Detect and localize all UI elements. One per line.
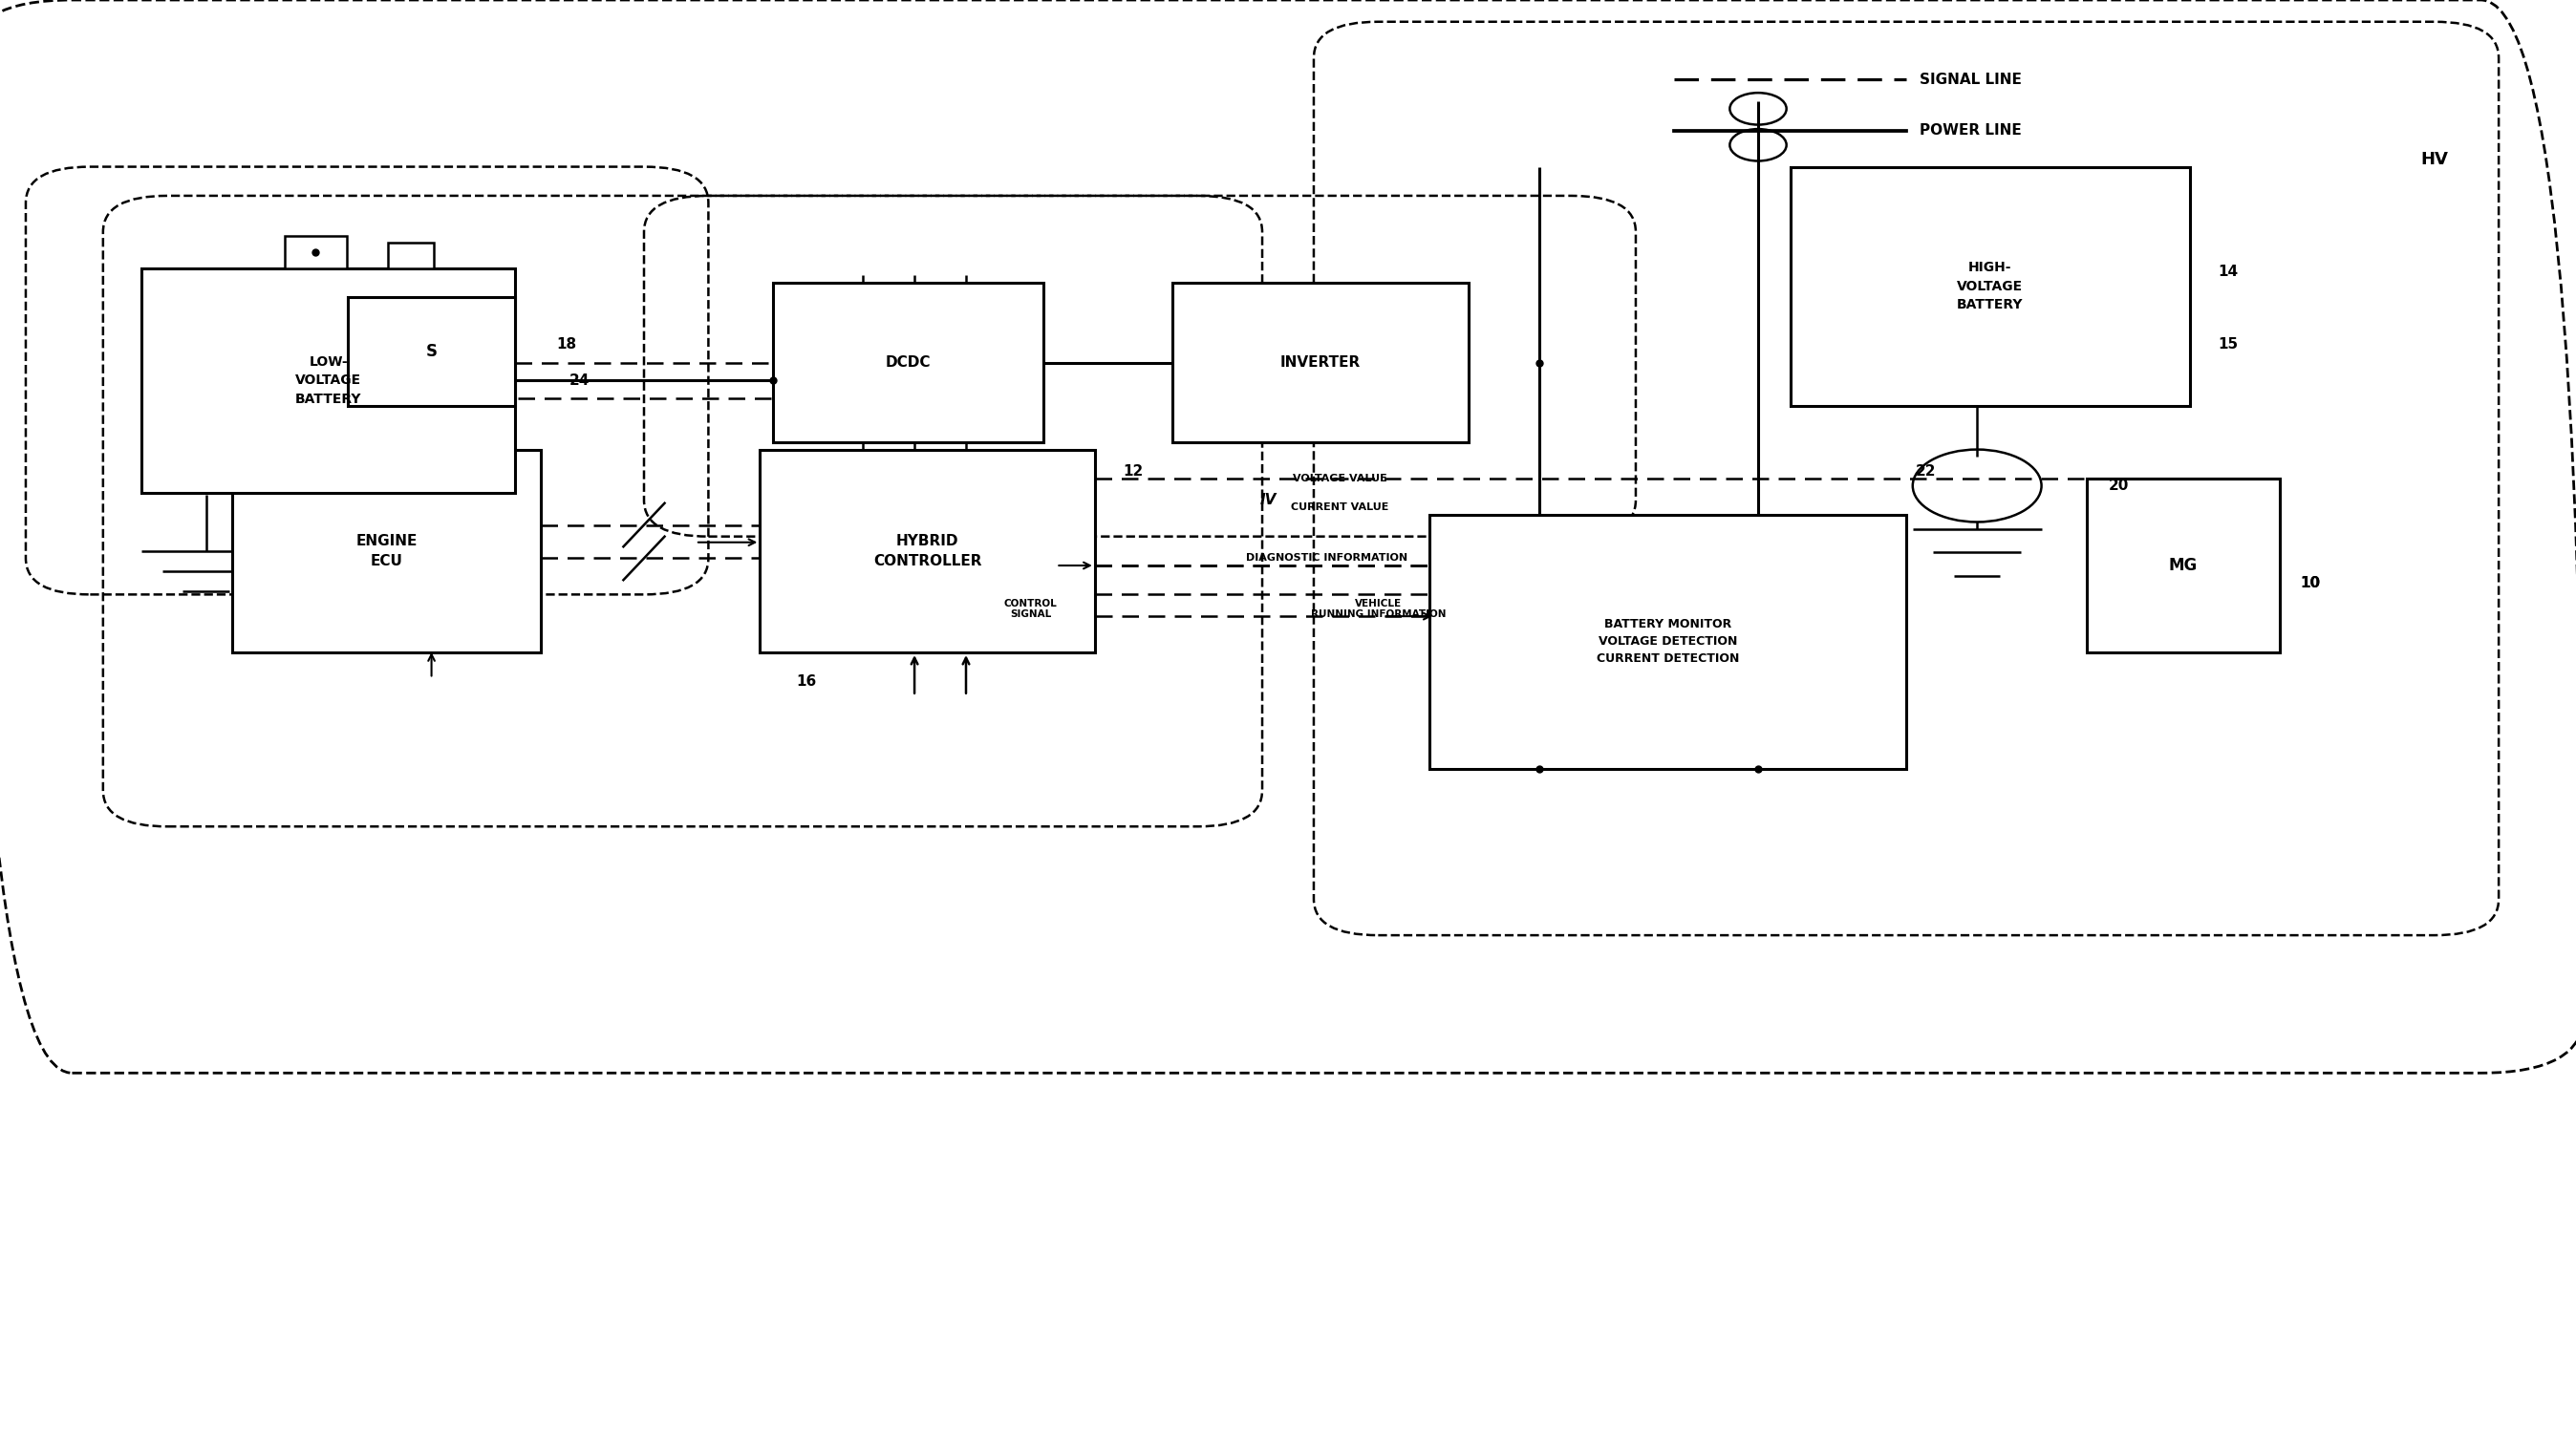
Bar [1172,283,1468,442]
Text: HYBRID
CONTROLLER: HYBRID CONTROLLER [873,534,981,568]
Text: CONTROL
SIGNAL: CONTROL SIGNAL [1005,599,1056,619]
Text: LOW-
VOLTAGE
BATTERY: LOW- VOLTAGE BATTERY [296,355,361,406]
Text: DCDC: DCDC [886,355,930,370]
Text: 10: 10 [2300,577,2321,590]
Text: 22: 22 [1917,464,1935,478]
Text: 20: 20 [2110,478,2128,493]
Text: IV: IV [1260,493,1278,507]
Bar [1430,515,1906,768]
Text: VEHICLE
RUNNING INFORMATION: VEHICLE RUNNING INFORMATION [1311,599,1445,619]
Text: BATTERY MONITOR
VOLTAGE DETECTION
CURRENT DETECTION: BATTERY MONITOR VOLTAGE DETECTION CURREN… [1597,618,1739,666]
Text: POWER LINE: POWER LINE [1919,123,2022,138]
Bar [386,242,433,268]
Text: ENGINE
ECU: ENGINE ECU [355,534,417,568]
Text: 24: 24 [569,374,590,387]
Text: S: S [425,344,438,360]
Text: 10: 10 [2300,577,2321,590]
Text: INVERTER: INVERTER [1280,355,1360,370]
Text: CURRENT VALUE: CURRENT VALUE [1291,503,1388,512]
Text: 14: 14 [2218,265,2239,278]
Text: MG: MG [2169,557,2197,574]
Bar [286,236,345,268]
Bar [348,297,515,406]
Bar [773,283,1043,442]
Bar [1790,167,2190,406]
Text: HV: HV [2421,151,2447,168]
Text: VOLTAGE VALUE: VOLTAGE VALUE [1293,474,1386,483]
Text: DIAGNOSTIC INFORMATION: DIAGNOSTIC INFORMATION [1247,554,1406,563]
Bar [232,449,541,652]
Bar [760,449,1095,652]
Text: 18: 18 [556,338,577,351]
Text: 12: 12 [1123,464,1144,478]
Text: HIGH-
VOLTAGE
BATTERY: HIGH- VOLTAGE BATTERY [1958,261,2022,312]
Text: 16: 16 [796,674,817,689]
Bar [142,268,515,493]
Bar [2087,478,2280,652]
Text: SIGNAL LINE: SIGNAL LINE [1919,72,2022,87]
Text: 15: 15 [2218,338,2239,351]
